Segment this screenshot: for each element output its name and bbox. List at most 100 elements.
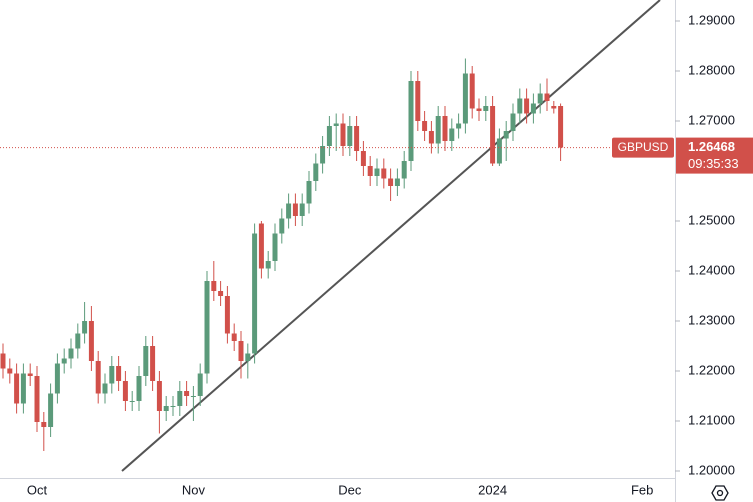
x-tick-label: Dec [338, 482, 362, 497]
y-tick-label: 1.27000 [688, 112, 735, 127]
candle-body [530, 103, 536, 114]
candle-body [456, 123, 462, 129]
candle-body [517, 98, 523, 114]
candle-body [218, 291, 224, 296]
x-tick-label: 2024 [478, 482, 507, 497]
candle-body [95, 361, 101, 394]
candle-body [286, 203, 292, 219]
countdown-label: 09:35:33 [688, 156, 739, 171]
candle-body [14, 373, 20, 404]
x-tick-label: Oct [27, 482, 48, 497]
candle-body [401, 161, 407, 179]
y-tick-label: 1.28000 [688, 62, 735, 77]
trend-line [121, 0, 661, 472]
candle-body [381, 168, 387, 179]
candle-body [306, 181, 312, 204]
candle-body [394, 178, 400, 186]
y-tick-label: 1.23000 [688, 312, 735, 327]
candle-body [354, 126, 360, 151]
candle-body [184, 391, 190, 396]
y-tick-label: 1.25000 [688, 212, 735, 227]
y-tick-label: 1.22000 [688, 362, 735, 377]
candle-body [292, 203, 298, 216]
candle-body [558, 106, 564, 148]
candle-body [503, 131, 509, 139]
candle-body [551, 106, 557, 109]
candle-body [360, 151, 366, 166]
candle-body [48, 393, 54, 427]
candle-body [510, 113, 516, 131]
candle-body [190, 396, 196, 397]
x-tick-label: Nov [182, 482, 206, 497]
candle-body [367, 166, 373, 176]
candle-body [204, 281, 210, 374]
candle-body [313, 163, 319, 181]
candle-body [374, 168, 380, 176]
candle-body [340, 123, 346, 146]
last-price-label: 1.26468 [688, 139, 735, 154]
candle-body [252, 233, 258, 354]
candle-body [428, 131, 434, 144]
y-tick-label: 1.24000 [688, 262, 735, 277]
candle-body [326, 126, 332, 146]
candle-body [388, 178, 394, 186]
settings-icon-shape[interactable] [711, 485, 729, 501]
candle-body [415, 81, 421, 121]
candle-body [258, 223, 264, 269]
candle-body [82, 321, 88, 334]
y-tick-label: 1.21000 [688, 412, 735, 427]
candle-body [136, 376, 142, 401]
candle-body [170, 406, 176, 407]
candle-body [34, 376, 40, 422]
candle-body [238, 341, 244, 361]
candle-body [197, 373, 203, 396]
x-tick-label: Feb [631, 482, 653, 497]
candle-body [61, 358, 67, 364]
candle-body [68, 348, 74, 359]
candle-body [490, 106, 496, 164]
candle-body [462, 73, 468, 124]
candle-body [408, 81, 414, 161]
settings-icon[interactable] [711, 485, 729, 501]
candle-body [231, 333, 237, 341]
candle-body [150, 346, 156, 381]
y-tick-label: 1.29000 [688, 12, 735, 27]
candle-body [102, 383, 108, 394]
candle-body [347, 126, 353, 146]
candle-body [442, 116, 448, 141]
candle-body [109, 366, 115, 384]
candle-body [116, 366, 122, 381]
candle-body [54, 363, 60, 394]
candle-body [544, 93, 550, 101]
settings-icon-center[interactable] [716, 489, 724, 497]
candle-body [422, 121, 428, 131]
price-label-bg [676, 137, 753, 174]
candle-body [483, 106, 489, 111]
candle-body [156, 381, 162, 411]
candle-body [524, 98, 530, 114]
candle-body [469, 73, 475, 109]
candle-body [272, 233, 278, 261]
candle-body [265, 261, 271, 269]
candle-body [129, 401, 135, 402]
candle-body [224, 296, 230, 334]
candle-body [143, 346, 149, 376]
candle-body [0, 353, 6, 369]
candle-body [7, 368, 13, 374]
candle-body [27, 373, 33, 376]
candle-body [75, 333, 81, 349]
candle-body [435, 116, 441, 144]
candle-body [449, 128, 455, 141]
candle-body [122, 381, 128, 401]
candle-body [476, 108, 482, 111]
candle-body [41, 422, 47, 427]
candle-body [320, 146, 326, 164]
candle-body [245, 353, 251, 361]
candle-body [20, 373, 26, 404]
candle-body [88, 321, 94, 361]
y-tick-label: 1.20000 [688, 462, 735, 477]
candle-body [177, 391, 183, 406]
symbol-label-bg [612, 137, 674, 158]
